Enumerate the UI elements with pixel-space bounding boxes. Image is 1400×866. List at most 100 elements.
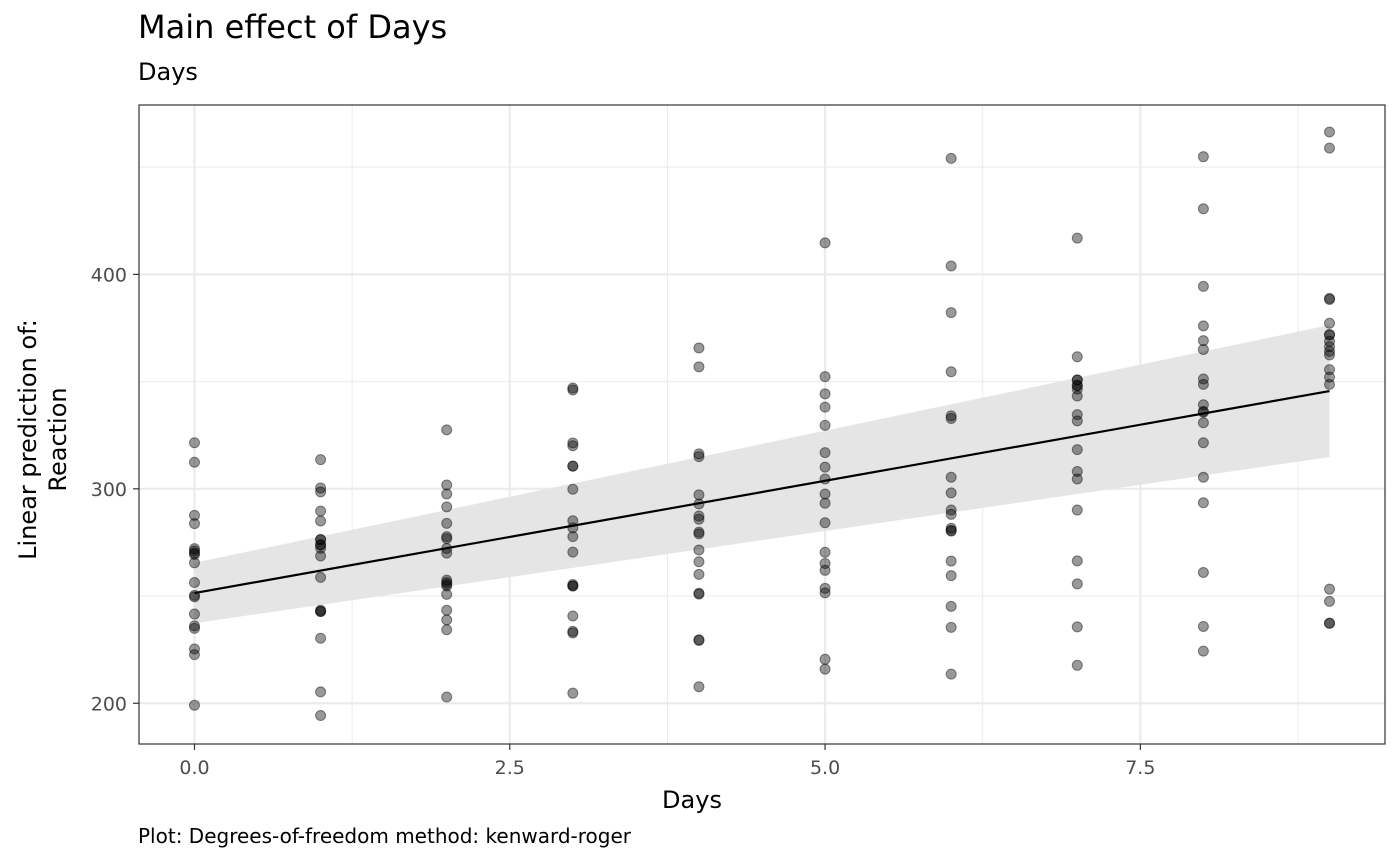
x-tick-label: 7.5 <box>1125 757 1155 779</box>
y-tick-label: 400 <box>91 264 127 286</box>
data-point <box>441 424 453 436</box>
data-point <box>945 260 957 272</box>
data-point <box>1197 151 1209 163</box>
data-point <box>567 610 579 622</box>
data-point <box>441 614 453 626</box>
data-point <box>441 479 453 491</box>
data-point <box>945 555 957 567</box>
data-point <box>567 384 579 396</box>
data-point <box>693 634 705 646</box>
data-point <box>188 548 200 560</box>
data-point <box>315 505 327 517</box>
data-point <box>819 582 831 594</box>
data-point <box>567 625 579 637</box>
data-point <box>1071 555 1083 567</box>
data-point <box>188 699 200 711</box>
data-point <box>567 460 579 472</box>
data-point <box>1197 343 1209 355</box>
data-point <box>819 447 831 459</box>
data-point <box>945 668 957 680</box>
data-point <box>1324 142 1336 154</box>
data-point <box>441 578 453 590</box>
data-point <box>315 534 327 546</box>
data-point <box>1197 335 1209 347</box>
data-point <box>693 513 705 525</box>
data-point <box>441 624 453 636</box>
data-point <box>567 531 579 543</box>
data-point <box>1197 378 1209 390</box>
data-point <box>945 524 957 536</box>
data-point <box>819 388 831 400</box>
data-point <box>315 533 327 545</box>
data-point <box>1324 329 1336 341</box>
data-point <box>693 510 705 522</box>
data-point <box>441 501 453 513</box>
data-point <box>188 608 200 620</box>
data-point <box>693 588 705 600</box>
data-point <box>315 709 327 721</box>
data-point <box>315 632 327 644</box>
data-point <box>693 587 705 599</box>
data-point <box>1197 280 1209 292</box>
data-point <box>1071 621 1083 633</box>
data-point <box>315 539 327 551</box>
fit-line <box>194 389 1330 595</box>
data-point <box>315 454 327 466</box>
data-point <box>1197 417 1209 429</box>
data-point <box>1197 645 1209 657</box>
data-point <box>188 620 200 632</box>
data-point <box>1197 566 1209 578</box>
data-point <box>188 456 200 468</box>
y-axis-title-group: Linear prediction of: Reaction <box>14 319 72 560</box>
chart-subtitle: Days <box>138 58 198 86</box>
data-point <box>1197 471 1209 483</box>
y-tick-label: 300 <box>91 479 127 501</box>
data-point <box>188 509 200 521</box>
data-point <box>1197 399 1209 411</box>
y-axis-title-line2: Reaction <box>44 387 72 491</box>
plot-border <box>138 104 1386 745</box>
data-point <box>819 461 831 473</box>
data-point <box>315 482 327 494</box>
data-point <box>819 371 831 383</box>
data-point <box>188 557 200 569</box>
data-point <box>567 627 579 639</box>
data-point <box>819 557 831 569</box>
data-point <box>1071 504 1083 516</box>
data-point <box>441 577 453 589</box>
data-point <box>441 517 453 529</box>
data-point <box>567 460 579 472</box>
data-point <box>1071 383 1083 395</box>
y-axis-title-line1: Linear prediction of: <box>14 319 42 560</box>
data-point <box>1197 437 1209 449</box>
data-point <box>1071 415 1083 427</box>
data-point <box>441 574 453 586</box>
data-point <box>1324 292 1336 304</box>
data-point <box>945 621 957 633</box>
data-point <box>819 564 831 576</box>
data-point <box>1071 444 1083 456</box>
data-point <box>441 580 453 592</box>
y-tick-label: 200 <box>91 693 127 715</box>
data-point <box>1324 617 1336 629</box>
data-point <box>1071 473 1083 485</box>
data-point <box>945 508 957 520</box>
data-point <box>188 591 200 603</box>
data-point <box>188 547 200 559</box>
data-point <box>567 440 579 452</box>
data-point <box>315 486 327 498</box>
data-point <box>1324 349 1336 361</box>
x-tick-label: 2.5 <box>495 757 525 779</box>
data-point <box>693 528 705 540</box>
data-point <box>1324 328 1336 340</box>
data-point <box>945 570 957 582</box>
data-point <box>693 448 705 460</box>
data-point <box>567 437 579 449</box>
data-point <box>315 604 327 616</box>
data-point <box>567 578 579 590</box>
data-point <box>819 497 831 509</box>
data-point <box>441 691 453 703</box>
data-point <box>1324 345 1336 357</box>
data-point <box>567 483 579 495</box>
